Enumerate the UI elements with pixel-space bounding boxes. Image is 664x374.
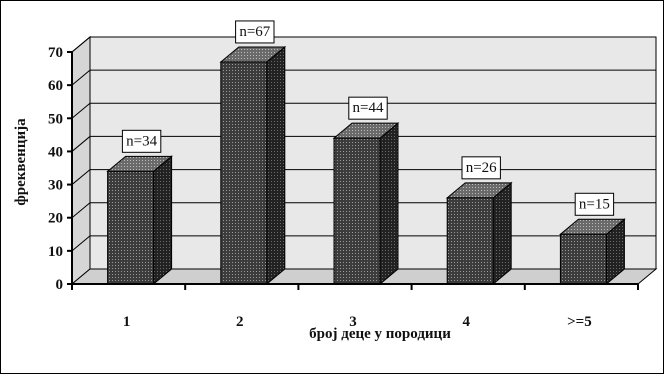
bar-side (266, 45, 286, 286)
y-tick-label: 30 (48, 178, 63, 194)
y-axis-title: фреквенција (13, 118, 29, 206)
data-label-box (574, 192, 615, 216)
gridline (71, 36, 656, 53)
data-labels: n=34 n=67 n=44 n=26 n=15 (121, 20, 615, 216)
bar-front (107, 170, 155, 285)
bar-front (446, 197, 494, 285)
data-label-box (348, 96, 388, 120)
y-tick-label: 40 (48, 144, 63, 160)
side-wall (71, 35, 91, 286)
x-tick-label: 1 (123, 314, 131, 330)
gridline (71, 69, 656, 86)
bar-side (153, 155, 173, 286)
bar (559, 218, 626, 286)
data-label-text: n=67 (239, 24, 270, 40)
gridline (71, 135, 656, 152)
bar (445, 181, 513, 286)
data-label-box (461, 156, 501, 180)
y-tick-label: 50 (48, 111, 63, 127)
data-label: n=34 (121, 129, 162, 153)
y-tick-label: 10 (48, 244, 63, 260)
x-tick-label: >=5 (567, 314, 592, 330)
data-label-text: n=34 (126, 133, 157, 149)
data-label: n=26 (461, 156, 501, 180)
x-axis-title: број деце у породици (309, 326, 451, 342)
bar-front (333, 137, 381, 285)
data-label: n=15 (574, 192, 615, 216)
data-label: n=44 (348, 96, 388, 120)
x-tick-label: 2 (236, 314, 244, 330)
bar (219, 45, 287, 286)
gridline (71, 102, 656, 119)
x-tick-label: 3 (349, 314, 357, 330)
bar (332, 122, 400, 286)
y-tick-label: 20 (48, 211, 63, 227)
y-tick-label: 70 (48, 45, 63, 61)
y-tick-label: 60 (48, 78, 63, 94)
bar (106, 155, 173, 286)
bar-side (379, 122, 399, 286)
data-label-text: n=44 (353, 100, 384, 116)
y-tick-label: 0 (56, 277, 64, 293)
bars (106, 45, 626, 286)
data-label-text: n=26 (466, 160, 497, 176)
data-label-box (121, 129, 162, 153)
data-label-box (235, 20, 275, 44)
axes: 0 10 20 30 40 50 60 70 1 2 3 4 >=5 (48, 45, 639, 330)
data-label: n=67 (235, 20, 275, 44)
bar-front (220, 61, 268, 285)
data-label-text: n=15 (579, 196, 610, 212)
bar-side (492, 181, 512, 286)
bar-front (559, 233, 607, 285)
x-tick-label: 4 (462, 314, 470, 330)
